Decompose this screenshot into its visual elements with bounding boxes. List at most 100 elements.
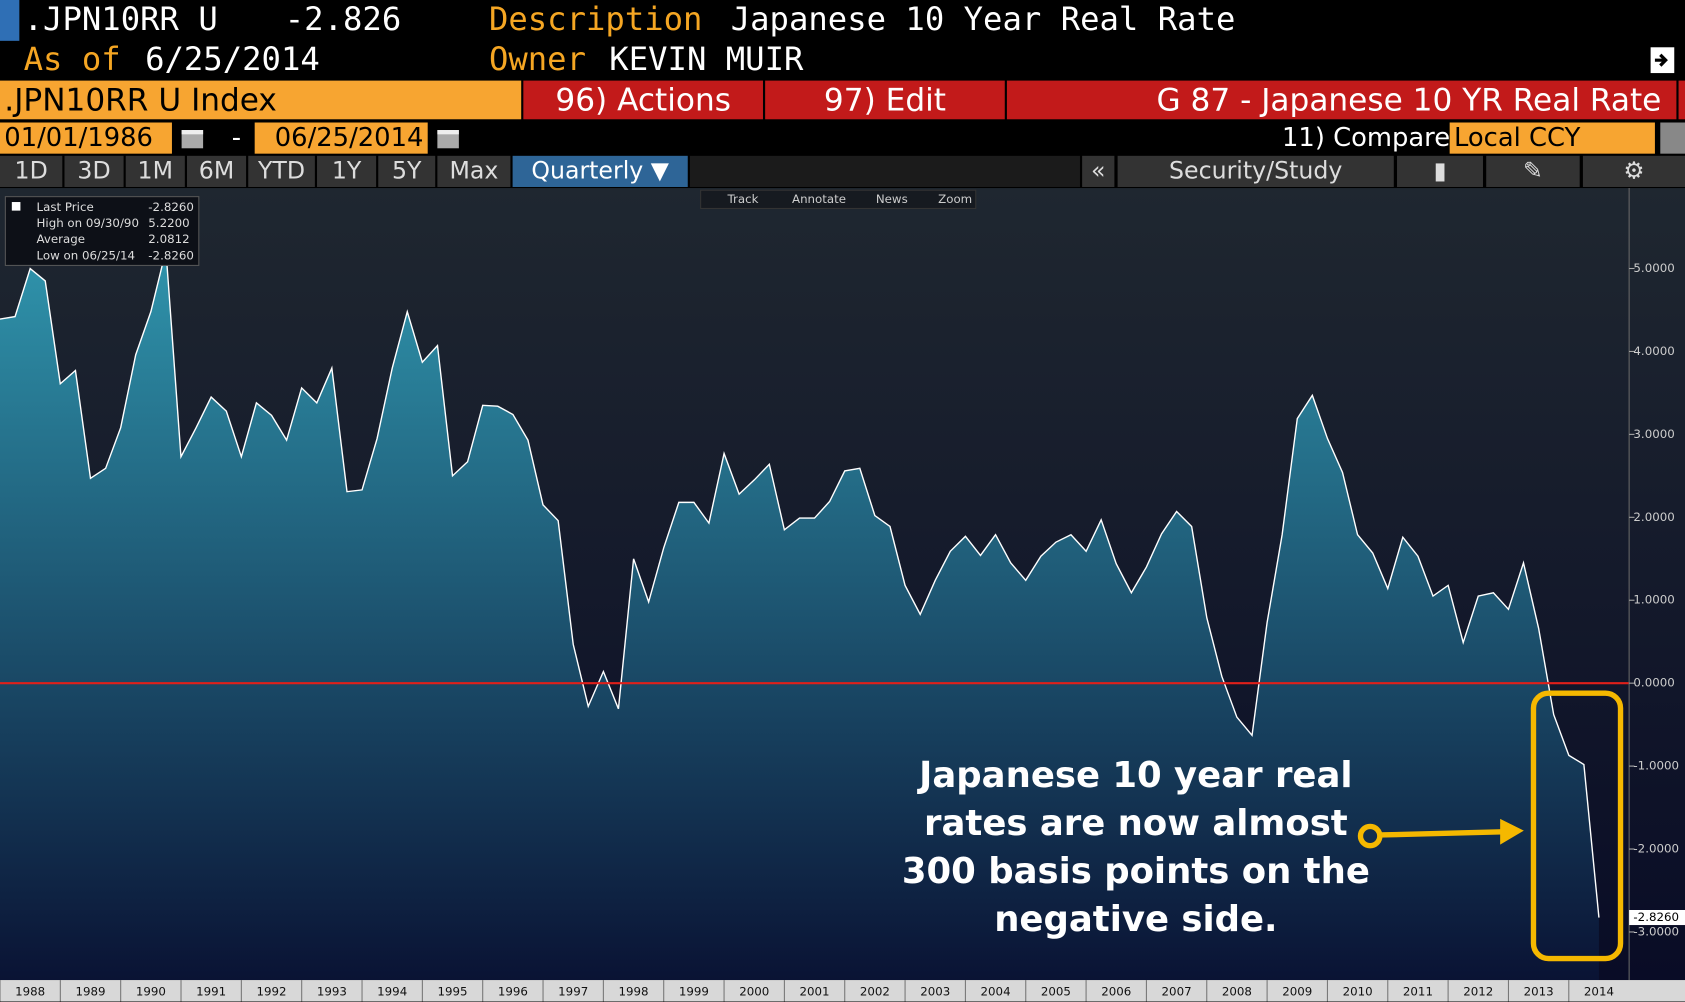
x-tick-label: 2010 (1343, 984, 1373, 998)
x-tick-label: 2002 (860, 984, 890, 998)
security-field[interactable]: .JPN10RR U Index (0, 80, 522, 120)
annotation-line: negative side. (994, 899, 1277, 940)
last-price-tag (1629, 910, 1685, 926)
annotation-line: 300 basis points on the (902, 851, 1370, 892)
edit-menu[interactable]: 97) Edit (765, 80, 1005, 120)
y-tick-label: -2.0000 (1633, 842, 1679, 856)
x-tick-label: 1996 (498, 984, 528, 998)
legend-box (4, 196, 200, 266)
period-button[interactable]: 6M (186, 155, 247, 187)
legend-value: -2.8260 (148, 200, 194, 214)
arrow-shaft (1379, 829, 1503, 838)
frequency-button[interactable]: Quarterly ▼ (512, 155, 688, 187)
chart-tool[interactable]: Track (727, 192, 759, 206)
period-button[interactable]: Max (437, 155, 511, 187)
x-tick-label: 2011 (1403, 984, 1433, 998)
y-tick-label: 1.0000 (1633, 593, 1674, 607)
period-button[interactable]: 3D (64, 155, 124, 187)
end-date[interactable]: 06/25/2014 (254, 122, 428, 154)
price-line (0, 250, 1600, 918)
period-button[interactable]: 5Y (378, 155, 436, 187)
x-tick-label: 2001 (800, 984, 830, 998)
chart-tool[interactable]: Annotate (792, 192, 846, 206)
settings-button[interactable]: ⚙ (1582, 155, 1685, 187)
chart-tool[interactable]: Zoom (938, 192, 972, 206)
actions-menu[interactable]: 96) Actions (523, 80, 763, 120)
security-study-label: Security/Study (1169, 157, 1343, 185)
as-of-date: 6/25/2014 (145, 40, 320, 79)
x-tick-label: 2008 (1222, 984, 1252, 998)
x-tick-label: 2007 (1162, 984, 1192, 998)
y-tick-label: 3.0000 (1633, 427, 1674, 441)
arrow-origin (1357, 823, 1383, 849)
owner-label: Owner (488, 40, 587, 79)
y-tick-label: 4.0000 (1633, 344, 1674, 358)
status-square (0, 0, 20, 41)
x-tick-label: 1993 (317, 984, 347, 998)
security-study-button[interactable]: Security/Study (1117, 155, 1394, 187)
legend-value: 5.2200 (148, 216, 189, 230)
y-tick-label: -1.0000 (1633, 759, 1679, 773)
x-tick-label: 1999 (679, 984, 709, 998)
legend-label: Last Price (37, 200, 94, 214)
y-tick-label: 2.0000 (1633, 510, 1674, 524)
currency-field[interactable]: Local CCY (1449, 122, 1655, 154)
period-button[interactable]: 1M (125, 155, 185, 187)
tool-button[interactable]: ▮ (1397, 155, 1483, 187)
annotation-line: rates are now almost (924, 803, 1348, 844)
period-button[interactable]: 1Y (317, 155, 377, 187)
legend-swatch (11, 202, 21, 211)
compare-button[interactable]: 11) Compare (1282, 122, 1451, 153)
calendar-icon[interactable] (434, 125, 462, 153)
x-tick-label: 2009 (1282, 984, 1312, 998)
x-tick-label: 2014 (1584, 984, 1614, 998)
toolbar-gap (689, 155, 1080, 187)
bar-end (1678, 80, 1685, 120)
legend-label: Average (37, 232, 86, 246)
y-tick-label: -3.0000 (1633, 924, 1679, 938)
description-label: Description (488, 1, 703, 39)
page-title: G 87 - Japanese 10 YR Real Rate (1006, 80, 1677, 120)
y-tick-label: 0.0000 (1633, 676, 1674, 690)
frequency-label: Quarterly (531, 157, 644, 185)
x-tick-label: 1994 (377, 984, 407, 998)
x-tick-label: 1991 (196, 984, 226, 998)
start-date[interactable]: 01/01/1986 (0, 122, 172, 154)
description: Japanese 10 Year Real Rate (730, 1, 1236, 39)
chart-toolbar (700, 189, 977, 210)
period-button[interactable]: 1D (0, 155, 63, 187)
ticker: .JPN10RR U (23, 1, 218, 39)
x-tick-label: 1998 (619, 984, 649, 998)
x-tick-label: 2005 (1041, 984, 1071, 998)
x-tick-label: 1989 (75, 984, 105, 998)
currency-dropdown[interactable] (1660, 122, 1685, 154)
x-tick-label: 2013 (1524, 984, 1554, 998)
tool-button[interactable]: ✎ (1486, 155, 1580, 187)
annotation-line: Japanese 10 year real (917, 755, 1352, 796)
x-tick-label: 2004 (981, 984, 1011, 998)
last-price-label: -2.8260 (1633, 910, 1679, 924)
x-tick-label: 2000 (739, 984, 769, 998)
collapse-button[interactable]: « (1082, 155, 1115, 187)
date-separator: - (231, 122, 242, 153)
period-button[interactable]: YTD (248, 155, 315, 187)
legend-label: Low on 06/25/14 (37, 248, 136, 262)
arrow-head (1500, 818, 1524, 845)
x-tick-label: 1988 (15, 984, 45, 998)
area-fill (0, 250, 1599, 981)
x-axis-strip (0, 980, 1685, 1002)
x-tick-label: 2012 (1463, 984, 1493, 998)
x-tick-label: 2006 (1101, 984, 1131, 998)
x-tick-label: 1997 (558, 984, 588, 998)
calendar-icon[interactable] (178, 125, 206, 153)
x-tick-label: 1990 (136, 984, 166, 998)
chart-tool[interactable]: News (876, 192, 908, 206)
export-icon[interactable] (1648, 45, 1676, 75)
legend-value: -2.8260 (148, 248, 194, 262)
legend-label: High on 09/30/90 (37, 216, 139, 230)
x-tick-label: 1992 (256, 984, 286, 998)
y-tick-label: 5.0000 (1633, 261, 1674, 275)
